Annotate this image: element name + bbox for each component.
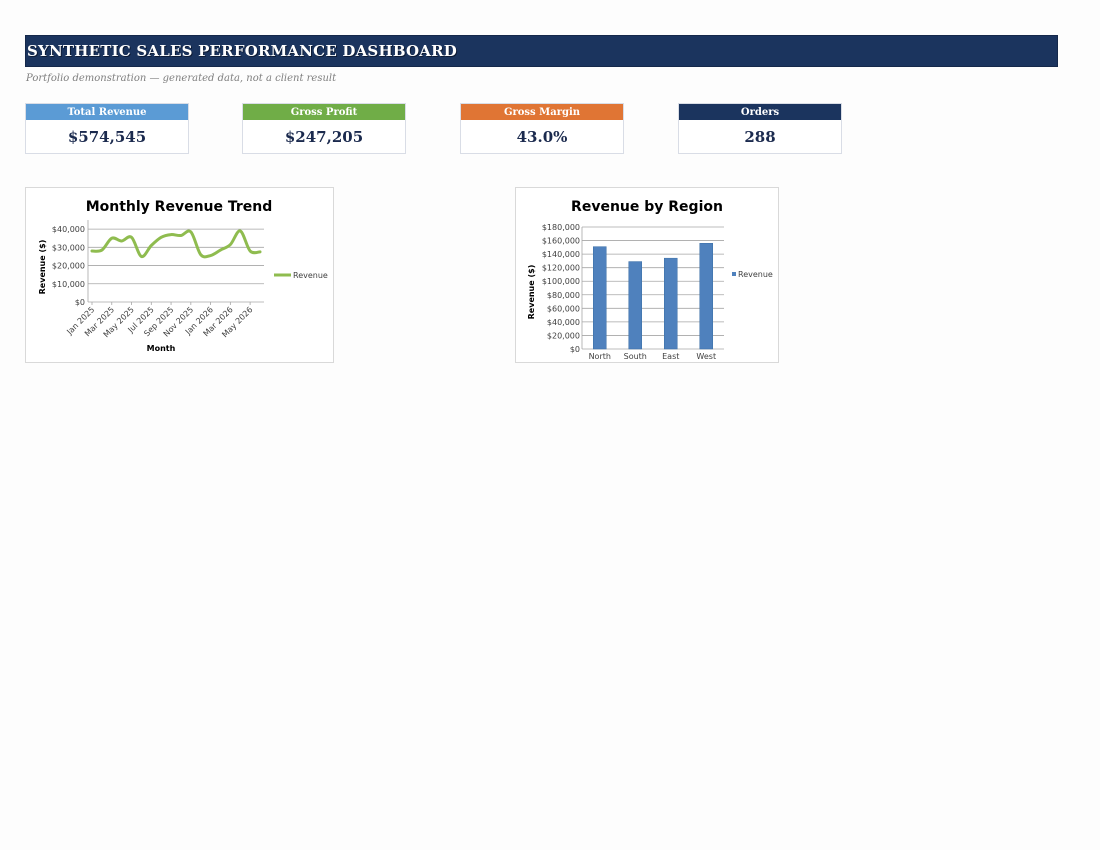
x-tick-label: East [662, 352, 679, 361]
y-tick-label: $40,000 [52, 225, 85, 234]
y-tick-label: $30,000 [52, 243, 85, 252]
x-tick-label: South [624, 352, 647, 361]
y-tick-label: $0 [75, 298, 85, 307]
kpi-card-gross-margin: Gross Margin 43.0% [460, 103, 624, 154]
y-tick-label: $60,000 [547, 304, 580, 313]
legend-label: Revenue [293, 271, 328, 280]
kpi-card-orders: Orders 288 [678, 103, 842, 154]
chart-legend: Revenue [274, 271, 328, 280]
kpi-value: $574,545 [67, 128, 147, 146]
y-tick-label: $180,000 [542, 223, 580, 232]
legend-label: Revenue [738, 270, 773, 279]
kpi-label: Gross Margin [461, 104, 623, 120]
x-axis-label: Month [147, 344, 176, 353]
kpi-label: Orders [679, 104, 841, 120]
chart-title: Monthly Revenue Trend [86, 199, 273, 215]
kpi-value: 43.0% [516, 128, 568, 146]
kpi-value: $247,205 [284, 128, 364, 146]
y-axis-label: Revenue ($) [38, 240, 47, 295]
y-tick-label: $0 [570, 345, 580, 354]
line-chart-svg: Monthly Revenue Trend $0 $10,000 $20,000 $3… [38, 199, 328, 353]
y-tick-label: $10,000 [52, 280, 85, 289]
y-tick-label: $20,000 [547, 331, 580, 340]
y-tick-label: $140,000 [542, 250, 580, 259]
y-tick-label: $100,000 [542, 277, 580, 286]
legend-swatch [732, 272, 736, 276]
kpi-value: 288 [744, 128, 776, 146]
dashboard-title-bar: SYNTHETIC SALES PERFORMANCE DASHBOARD [25, 35, 1058, 67]
revenue-by-region-chart: Revenue by Region $0 $20,000 $40,000 $60,00… [515, 187, 779, 363]
revenue-series-line [90, 229, 262, 259]
page-subtitle: Portfolio demonstration — generated data… [26, 73, 337, 84]
y-tick-label: $160,000 [542, 237, 580, 246]
bar [664, 257, 678, 350]
x-tick-label: North [589, 352, 611, 361]
kpi-label: Gross Profit [243, 104, 405, 120]
bar [699, 243, 713, 350]
kpi-card-gross-profit: Gross Profit $247,205 [242, 103, 406, 154]
y-tick-label: $80,000 [547, 291, 580, 300]
bar [593, 246, 607, 350]
bar [628, 261, 642, 350]
y-axis-label: Revenue ($) [527, 265, 536, 320]
y-tick-label: $120,000 [542, 264, 580, 273]
y-tick-label: $40,000 [547, 318, 580, 327]
y-tick-label: $20,000 [52, 262, 85, 271]
kpi-label: Total Revenue [26, 104, 188, 120]
bar-chart-svg: Revenue by Region $0 $20,000 $40,000 $60,00… [527, 199, 773, 361]
chart-legend: Revenue [732, 270, 773, 279]
x-tick-label: West [696, 352, 716, 361]
monthly-revenue-chart: Monthly Revenue Trend $0 $10,000 $20,000 $3… [25, 187, 334, 363]
chart-title: Revenue by Region [571, 199, 723, 215]
page-title: SYNTHETIC SALES PERFORMANCE DASHBOARD [27, 42, 457, 60]
kpi-card-total-revenue: Total Revenue $574,545 [25, 103, 189, 154]
